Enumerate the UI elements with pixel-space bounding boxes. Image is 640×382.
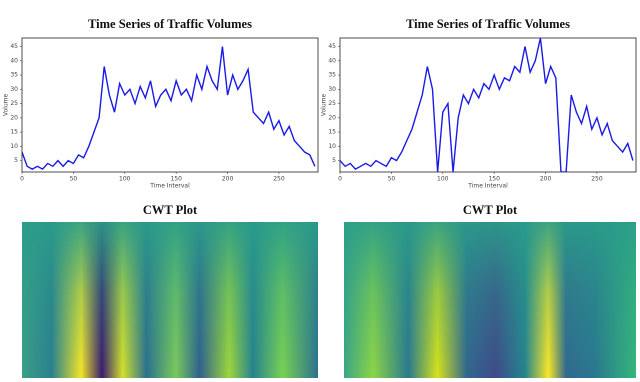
y-tick-label: 40 [10,57,18,64]
cwt-image [22,222,318,378]
x-tick-label: 200 [540,176,552,183]
x-tick-label: 100 [119,176,131,183]
chart-title: CWT Plot [143,203,198,217]
chart-title: Time Series of Traffic Volumes [88,17,252,31]
y-tick-label: 20 [10,114,18,121]
y-tick-label: 10 [328,143,336,150]
x-tick-label: 50 [70,176,78,183]
data-line [22,46,316,171]
cwt-image [344,222,636,378]
data-line [340,38,634,172]
x-axis-label: Time Interval [467,183,508,190]
y-tick-label: 15 [328,129,336,136]
x-axis-label: Time Interval [149,183,190,190]
y-tick-label: 10 [10,143,18,150]
x-tick-label: 250 [591,176,603,183]
x-tick-label: 150 [488,176,500,183]
y-tick-label: 15 [10,129,18,136]
y-tick-label: 30 [10,86,18,93]
x-tick-label: 150 [170,176,182,183]
y-tick-label: 20 [328,114,336,121]
y-axis-label: Volume [321,94,328,117]
x-tick-label: 0 [338,176,342,183]
plot-frame [21,37,319,173]
x-tick-label: 50 [388,176,396,183]
chart-title: CWT Plot [463,203,518,217]
y-axis-label: Volume [3,94,10,117]
y-tick-label: 25 [328,100,336,107]
y-tick-label: 45 [328,43,336,50]
y-tick-label: 35 [328,72,336,79]
y-tick-label: 40 [328,57,336,64]
y-tick-label: 30 [328,86,336,93]
x-tick-label: 0 [20,176,24,183]
y-tick-label: 35 [10,72,18,79]
x-tick-label: 200 [222,176,234,183]
plot-frame [339,37,637,173]
chart-title: Time Series of Traffic Volumes [406,17,570,31]
y-tick-label: 45 [10,43,18,50]
y-tick-label: 25 [10,100,18,107]
y-tick-label: 5 [332,157,336,164]
y-tick-label: 5 [14,157,18,164]
x-tick-label: 100 [437,176,449,183]
x-tick-label: 250 [273,176,285,183]
